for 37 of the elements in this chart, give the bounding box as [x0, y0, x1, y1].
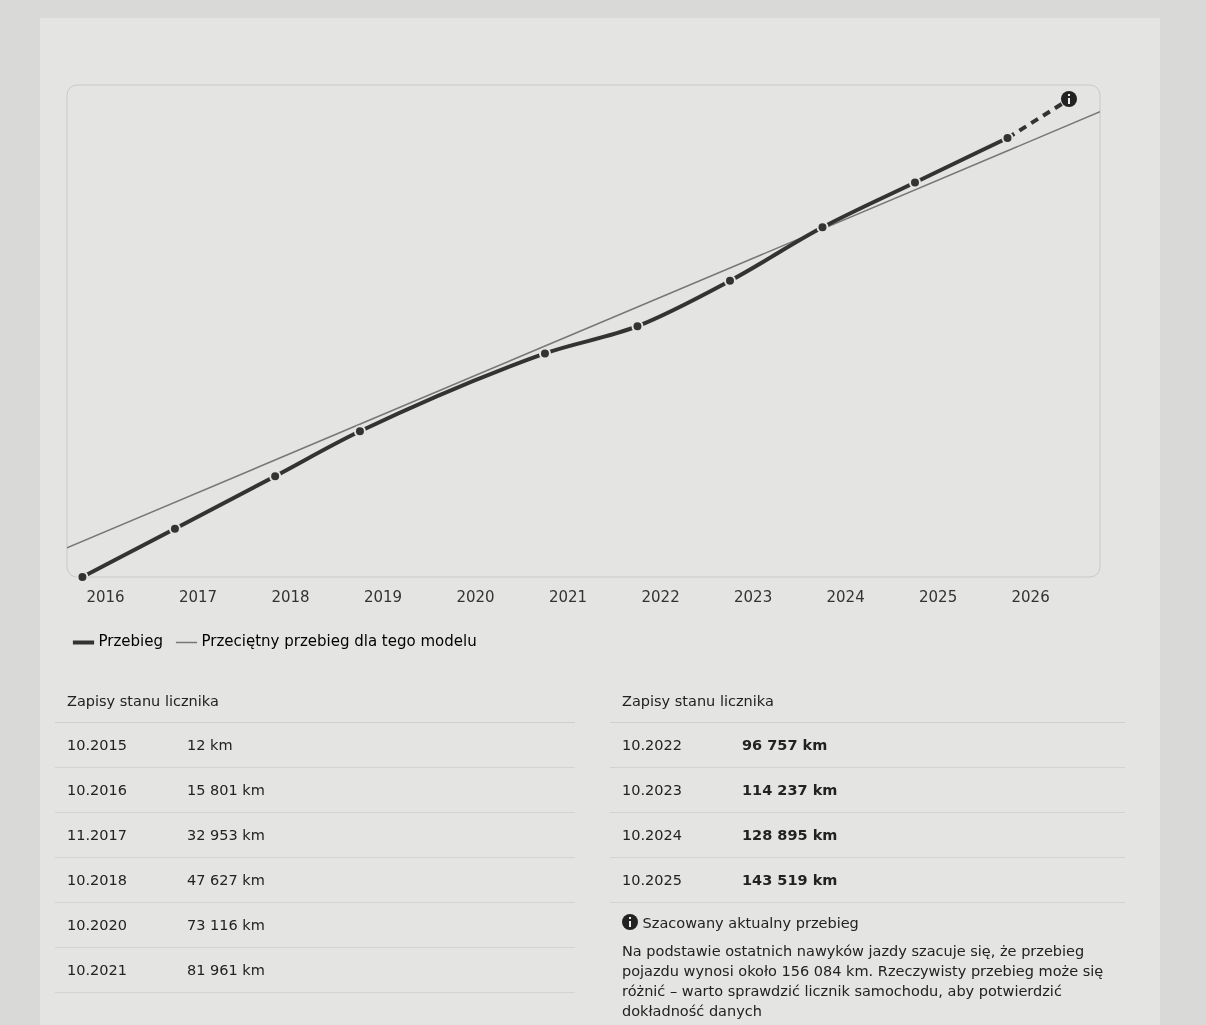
text: 10.2018 — [67, 871, 128, 890]
text: 10.2016 — [67, 781, 128, 800]
text: 143 519 km — [742, 871, 839, 890]
text: Szacowany aktualny przebieg — [642, 915, 859, 931]
text: Zapisy stanu licznika — [55, 680, 575, 723]
x-tick-label: 2022 — [641, 587, 680, 606]
text: 10.2015 — [67, 736, 128, 755]
legend-label: Przeciętny przebieg dla tego modelu — [201, 632, 477, 651]
text: 96 757 km — [742, 736, 829, 755]
text: 32 953 km — [187, 826, 266, 845]
x-tick-label: 2017 — [178, 587, 218, 606]
x-tick-label: 2020 — [456, 587, 495, 606]
text: 10.2024 — [622, 826, 683, 845]
text: 10.2025 — [622, 871, 683, 890]
legend-label: Przebieg — [98, 632, 163, 651]
text: 10.2021 — [67, 961, 128, 980]
text: 73 116 km — [187, 916, 266, 935]
x-tick-label: 2025 — [919, 587, 958, 606]
text: Zapisy stanu licznika — [610, 680, 1125, 723]
x-tick-label: 2021 — [548, 587, 588, 606]
text: Na podstawie ostatnich nawyków jazdy szacuje się, że przebieg pojazdu wynosi około 156 084 km. Rzeczywisty przebieg może się różnić – warto sprawdzić licznik samochodu, aby potwierdzić dokładność danych — [622, 943, 1104, 1019]
text: 10.2020 — [67, 916, 128, 935]
text: 10.2023 — [622, 781, 683, 800]
x-tick-label: 2024 — [826, 587, 865, 606]
text: 11.2017 — [67, 826, 128, 845]
x-tick-label: 2018 — [271, 587, 310, 606]
text: 12 km — [187, 736, 234, 755]
text: 47 627 km — [187, 871, 266, 890]
text: 128 895 km — [742, 826, 839, 845]
text: 10.2022 — [622, 736, 683, 755]
x-tick-label: 2016 — [86, 587, 125, 606]
text: 81 961 km — [187, 961, 266, 980]
text: 114 237 km — [742, 781, 839, 800]
x-tick-label: 2023 — [734, 587, 773, 606]
x-tick-label: 2019 — [363, 587, 403, 606]
x-tick-label: 2026 — [1011, 587, 1050, 606]
text: 15 801 km — [187, 781, 266, 800]
